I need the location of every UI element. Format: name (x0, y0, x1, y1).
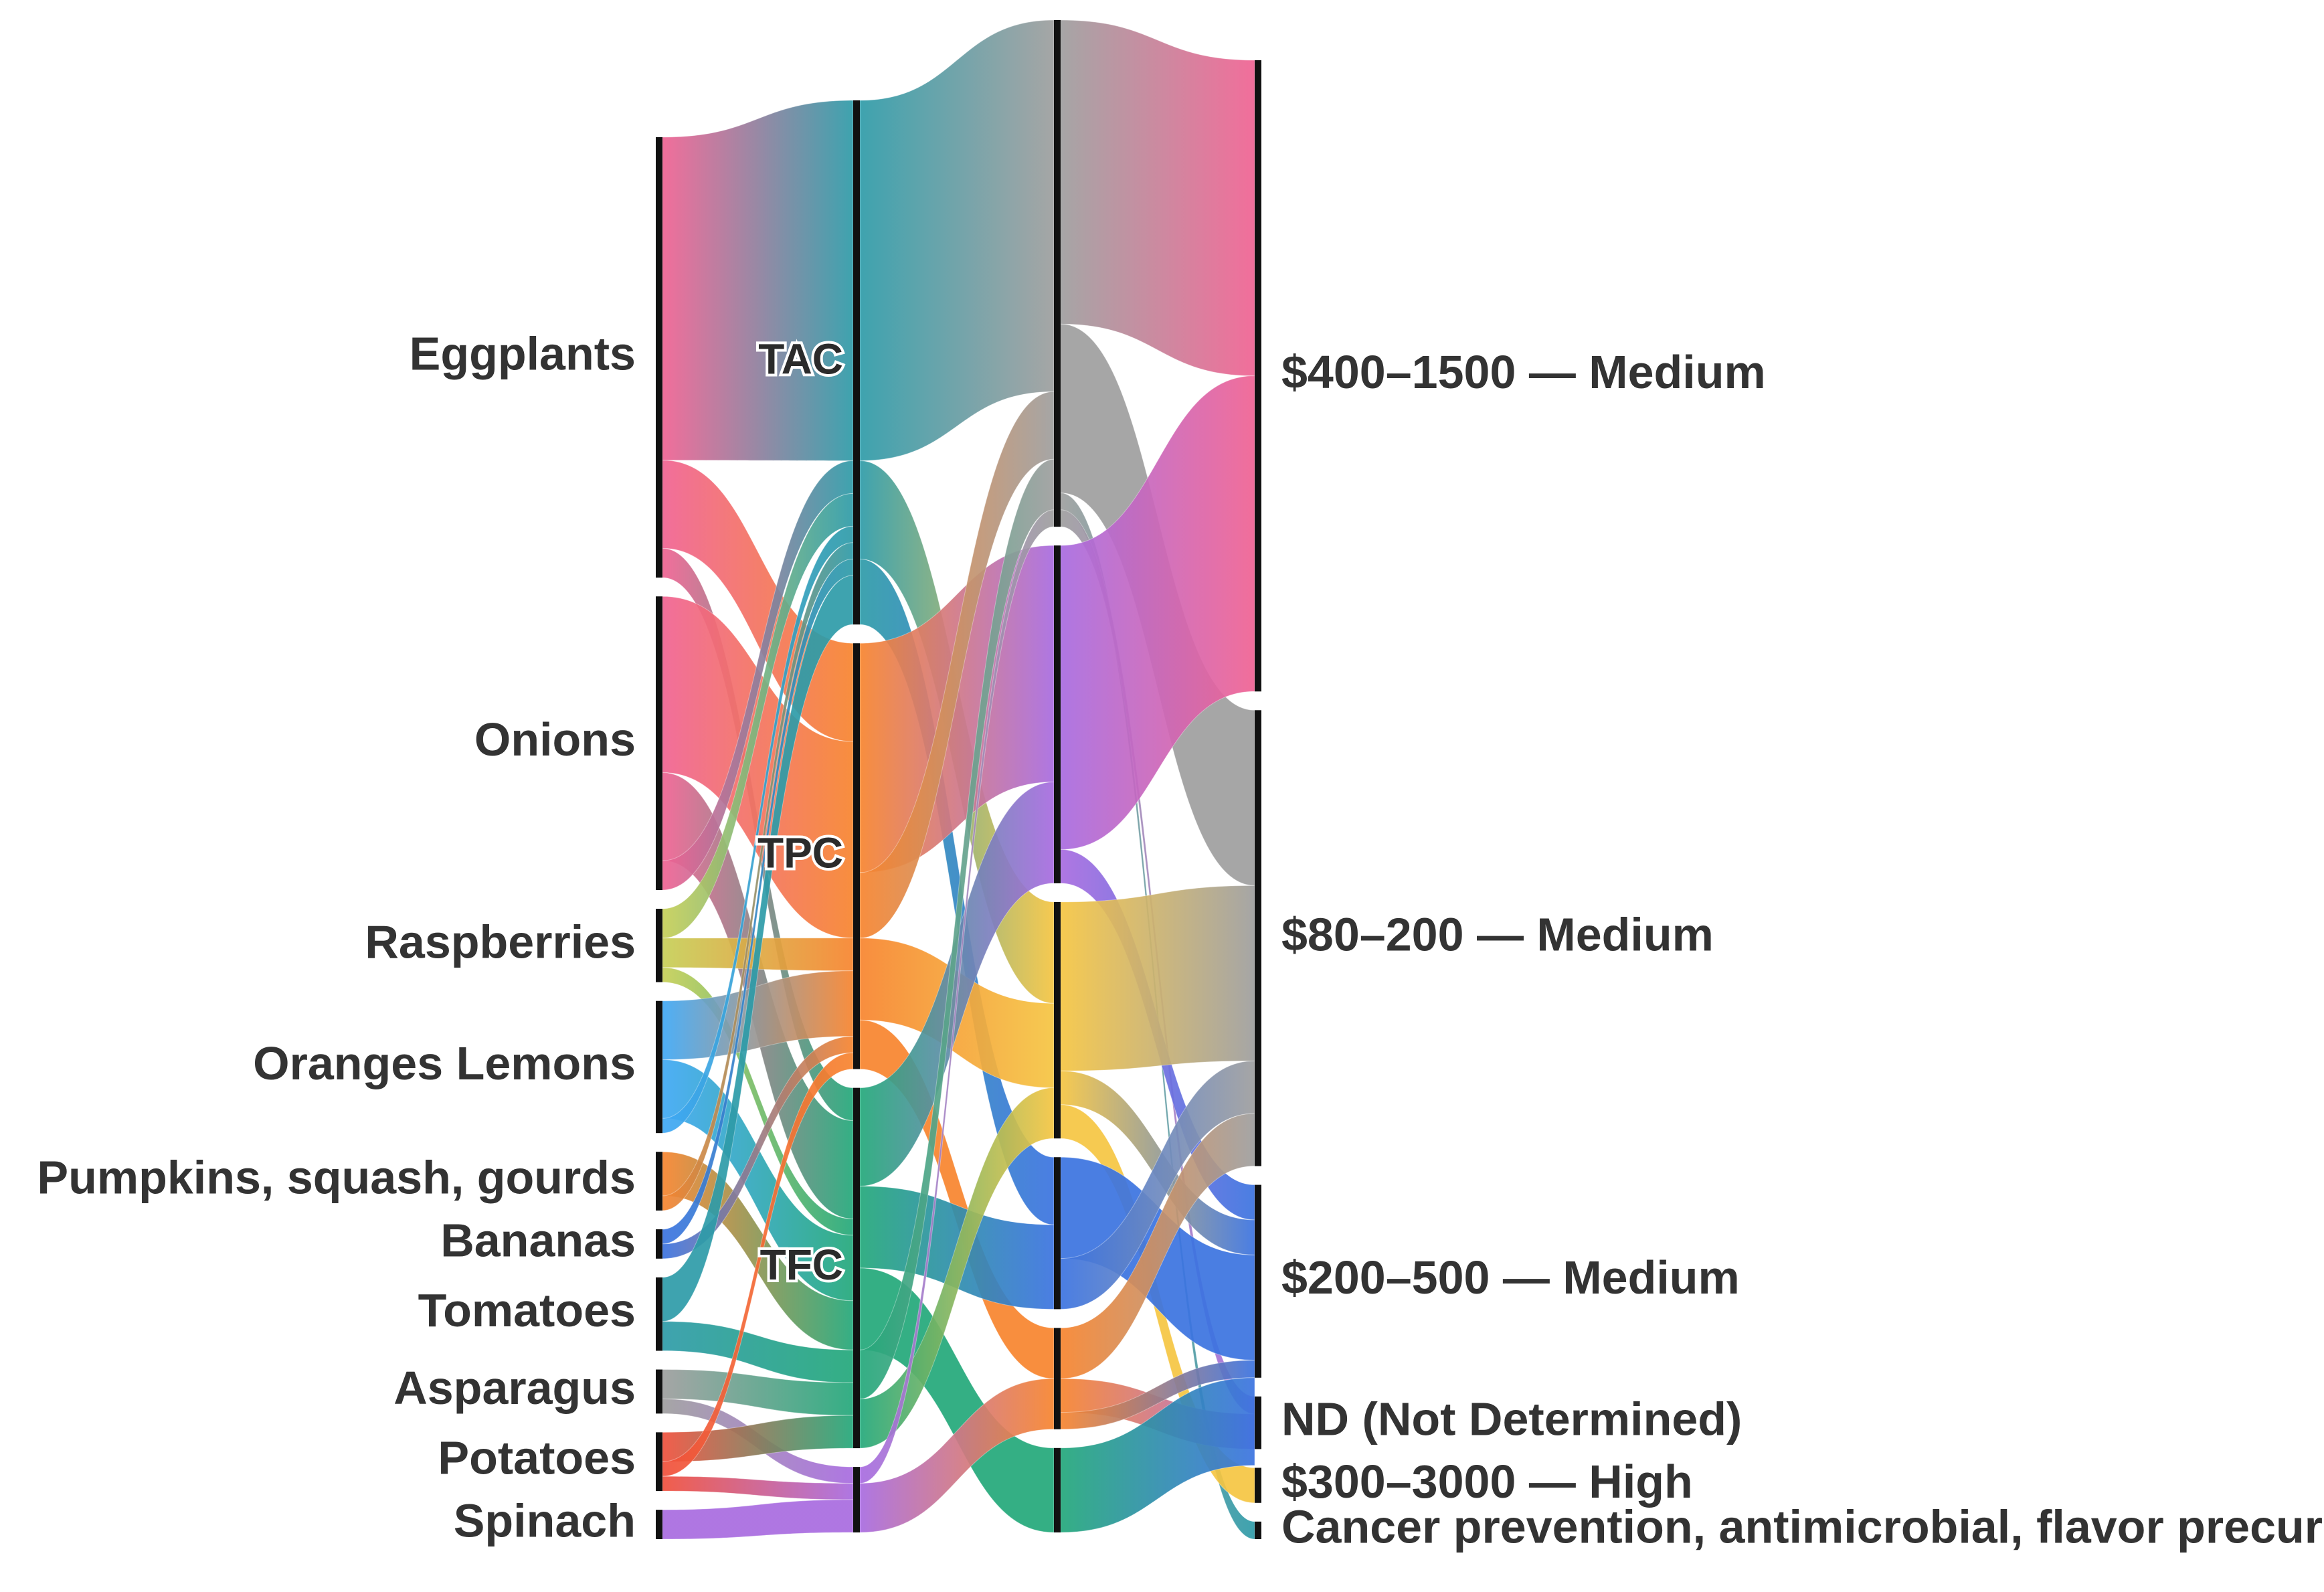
sankey-node-c3 (1054, 901, 1061, 1139)
sankey-link-eggplants-to-tac (662, 100, 854, 461)
sankey-link-assay_other-to-c1 (859, 509, 1055, 1484)
sankey-labels: Eggplants Onions Raspberries Oranges Lemons… (37, 328, 2324, 1553)
sankey-nodes (656, 20, 1261, 1539)
sankey-node-eggplants (656, 137, 662, 578)
sankey-node-tfc (853, 1087, 860, 1449)
sankey-node-p-80-200 (1255, 710, 1261, 1166)
sankey-node-tpc (853, 643, 860, 1069)
sankey-label-spinach: Spinach (454, 1495, 636, 1547)
sankey-node-c4 (1054, 1157, 1061, 1310)
sankey-label-tomatoes: Tomatoes (418, 1284, 636, 1336)
sankey-link-potatoes-to-tfc (662, 1415, 854, 1462)
sankey-link-tfc-to-c3 (859, 1087, 1055, 1449)
sankey-node-raspberries (656, 909, 662, 982)
sankey-label-p-medium-high: $400–1500 — Medium (1281, 346, 1766, 398)
sankey-node-c5 (1054, 1328, 1061, 1429)
sankey-node-p-medium-high (1255, 60, 1261, 692)
sankey-label-oranges-lemons: Oranges Lemons (253, 1037, 636, 1089)
sankey-label-tpc: TPC (757, 828, 843, 877)
sankey-link-potatoes-to-tpc (662, 1052, 854, 1477)
sankey-label-asparagus: Asparagus (393, 1362, 636, 1414)
sankey-label-p-300-3000: $300–3000 — High (1281, 1455, 1693, 1508)
sankey-label-p-80-200: $80–200 — Medium (1281, 908, 1714, 960)
sankey-node-onions (656, 596, 662, 891)
sankey-link-tac-to-c1 (859, 19, 1055, 461)
sankey-node-p-200-500 (1255, 1184, 1261, 1378)
sankey-label-tac: TAC (758, 335, 843, 383)
sankey-link-c3-to-p_80_200 (1060, 885, 1255, 1071)
sankey-node-asparagus (656, 1369, 662, 1414)
sankey-link-c6-to-p_200_500 (1060, 1377, 1255, 1533)
sankey-link-c1-to-p_medium_high (1060, 19, 1255, 377)
sankey-node-c2 (1054, 545, 1061, 883)
sankey-node-spinach (656, 1510, 662, 1539)
sankey-links (662, 19, 1255, 1540)
sankey-node-c6 (1054, 1447, 1061, 1532)
sankey-label-potatoes: Potatoes (438, 1432, 636, 1484)
sankey-label-p-nd: ND (Not Determined) (1281, 1393, 1742, 1445)
sankey-node-p-300-3000 (1255, 1468, 1261, 1503)
sankey-node-tomatoes (656, 1277, 662, 1351)
sankey-link-assay_other-to-c5 (859, 1378, 1055, 1533)
sankey-node-assay-other (853, 1467, 860, 1532)
sankey-label-raspberries: Raspberries (365, 915, 636, 968)
sankey-node-oranges-lemons (656, 1000, 662, 1134)
sankey-link-spinach-to-assay_other (662, 1499, 854, 1540)
sankey-label-bananas: Bananas (440, 1214, 636, 1266)
sankey-node-c1 (1054, 20, 1061, 527)
sankey-node-pumpkins (656, 1152, 662, 1211)
sankey-label-pumpkins: Pumpkins, squash, gourds (37, 1152, 636, 1204)
sankey-node-tac (853, 100, 860, 625)
sankey-node-p-cancer (1255, 1521, 1261, 1539)
sankey-label-tfc: TFC (760, 1241, 843, 1289)
sankey-node-potatoes (656, 1432, 662, 1492)
sankey-label-p-200-500: $200–500 — Medium (1281, 1251, 1740, 1304)
sankey-link-c5-to-p_80_200 (1060, 1113, 1255, 1379)
sankey-label-p-cancer: Cancer prevention, antimicrobial, flavor… (1281, 1500, 2324, 1553)
sankey-node-bananas (656, 1229, 662, 1259)
sankey-node-p-nd (1255, 1396, 1261, 1449)
sankey-label-eggplants: Eggplants (410, 328, 636, 380)
sankey-label-onions: Onions (474, 713, 636, 766)
